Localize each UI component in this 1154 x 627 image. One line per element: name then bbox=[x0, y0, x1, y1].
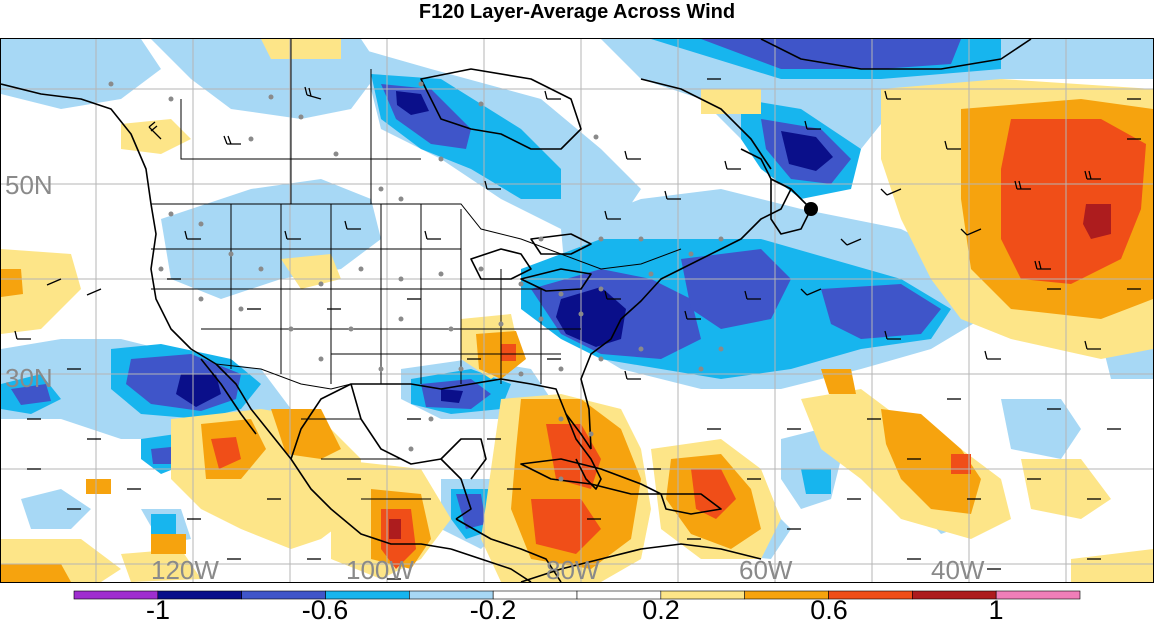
wind-barbs bbox=[14, 78, 1141, 580]
shaded-field bbox=[1, 39, 1153, 582]
lon-label-40w: 40W bbox=[931, 555, 985, 582]
colorbar-label-06: 0.6 bbox=[810, 595, 848, 622]
political-borders bbox=[151, 39, 682, 500]
colorbar: -1 -0.6 -0.2 0.2 0.6 1 bbox=[0, 589, 1154, 625]
colorbar-swatch bbox=[995, 590, 1081, 600]
lon-label-60w: 60W bbox=[739, 555, 793, 582]
weather-map: 50N 30N 120W 100W 80W 60W 40W bbox=[0, 38, 1154, 583]
colorbar-swatch bbox=[912, 590, 997, 600]
colorbar-swatch bbox=[157, 590, 242, 600]
deep-blue-shading bbox=[176, 91, 833, 407]
lat-label-30n: 30N bbox=[5, 363, 53, 393]
colorbar-label-neg06: -0.6 bbox=[302, 595, 349, 622]
coastlines bbox=[1, 39, 1032, 582]
lon-label-80w: 80W bbox=[546, 555, 600, 582]
station-marker bbox=[804, 202, 818, 216]
red-orange-shading bbox=[211, 119, 1146, 569]
colorbar-label-02: 0.2 bbox=[642, 595, 680, 622]
colorbar-label-neg02: -0.2 bbox=[470, 595, 517, 622]
lat-label-50n: 50N bbox=[5, 170, 53, 200]
colorbar-label-1: 1 bbox=[988, 595, 1003, 622]
station-dots bbox=[108, 81, 724, 482]
map-title: F120 Layer-Average Across Wind bbox=[418, 1, 736, 23]
lat-lon-grid bbox=[1, 39, 1153, 582]
colorbar-swatches bbox=[73, 590, 1081, 600]
lon-label-100w: 100W bbox=[346, 555, 414, 582]
dark-red-shading bbox=[389, 204, 1111, 539]
lon-label-120w: 120W bbox=[151, 555, 219, 582]
colorbar-label-neg1: -1 bbox=[146, 595, 170, 622]
